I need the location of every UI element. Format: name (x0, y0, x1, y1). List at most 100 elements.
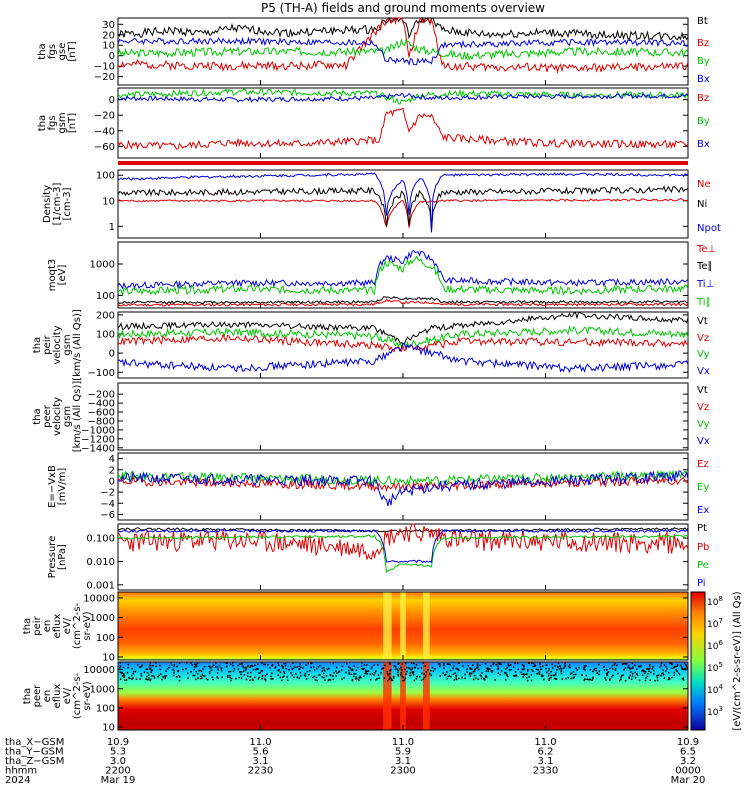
spectrogram-dot (634, 664, 636, 667)
spectrogram-dot (648, 668, 650, 671)
spectrogram-dot (668, 676, 670, 679)
spectrogram-dot (230, 677, 233, 680)
spectrogram-dot (271, 663, 274, 666)
spectrogram-dot (660, 664, 662, 667)
spectrogram-dot (668, 678, 671, 680)
spectrogram-dot (528, 676, 530, 678)
spectrogram-dot (229, 670, 232, 673)
panel-efield (117, 452, 689, 521)
spectrogram-dot (252, 679, 254, 682)
spectrogram-dot (547, 675, 550, 677)
spectrogram-dot (381, 668, 383, 670)
spectrogram-dot (554, 678, 557, 680)
y-axis-label: peir (42, 334, 53, 354)
spectrogram-dot (525, 673, 527, 676)
spectrogram-dot (396, 668, 399, 671)
spectrogram-dot (264, 678, 267, 681)
y-axis-label: tha (32, 337, 43, 353)
y-tick-label: −20 (94, 111, 115, 122)
spectrogram-dot (546, 671, 548, 674)
spectrogram-dot (506, 666, 508, 669)
spectrogram-feature (383, 662, 392, 730)
spectrogram-dot (660, 662, 663, 664)
spectrogram-dot (412, 674, 415, 676)
y-tick-label: −100 (88, 368, 115, 379)
spectrogram-dot (557, 662, 560, 665)
spectrogram-dot (523, 673, 525, 675)
y-axis-label: velocity (52, 397, 63, 436)
spectrogram-dot (411, 671, 413, 673)
spectrogram-dot (409, 672, 412, 674)
spectrogram-dot (570, 677, 572, 680)
spectrogram-dot (628, 666, 631, 669)
y-axis-label: peer (32, 684, 43, 708)
spectrogram-dot (143, 671, 146, 673)
spectrogram-dot (373, 664, 375, 666)
spectrogram-dot (298, 668, 300, 670)
y-tick-label: 0 (109, 95, 115, 106)
y-tick-label: 200 (96, 310, 115, 321)
spectrogram-dot (170, 662, 172, 664)
spectrogram-dot (190, 671, 192, 673)
spectrogram-dot (649, 667, 651, 670)
y-axis-label: [nT] (67, 113, 78, 133)
spectrogram-dot (335, 666, 338, 669)
spectrogram-dot (523, 674, 525, 676)
spectrogram-dot (663, 677, 666, 679)
spectrogram-dot (595, 667, 597, 670)
spectrogram-dot (468, 673, 471, 675)
spectrogram-dot (404, 668, 406, 671)
spectrogram-dot (194, 663, 196, 666)
spectrogram-dot (165, 675, 168, 677)
spectrogram-dot (434, 668, 436, 670)
series-Bx (117, 92, 689, 103)
panel-peir_vel (117, 311, 689, 379)
spectrogram-dot (409, 674, 412, 677)
spectrogram-dot (246, 665, 249, 668)
spectrogram-dot (526, 673, 528, 675)
legend-Vz: Vz (697, 402, 709, 413)
footer-value: 2200 (105, 766, 130, 777)
spectrogram-dot (349, 667, 352, 669)
y-tick-label: −800 (88, 416, 115, 427)
legend-Vt: Vt (697, 385, 708, 396)
y-tick-label: 100 (96, 171, 115, 182)
spectrogram-dot (525, 677, 528, 679)
spectrogram-dot (539, 666, 542, 668)
y-tick-label: 0.100 (86, 534, 115, 545)
series-Ez (117, 475, 689, 493)
spectrogram-dot (487, 670, 490, 672)
spectrogram-dot (305, 664, 307, 666)
spectrogram-dot (249, 665, 252, 667)
spectrogram-dot (140, 673, 143, 675)
spectrogram-dot (238, 676, 241, 679)
series-By (117, 87, 689, 105)
spectrogram-dot (420, 679, 423, 681)
spectrogram-dot (583, 667, 585, 670)
spectrogram-dot (131, 668, 133, 670)
spectrogram-dot (550, 676, 552, 679)
spectrogram-dot (299, 675, 302, 677)
spectrogram-dot (350, 669, 353, 671)
colorbar-gradient (690, 591, 706, 731)
spectrogram-dot (593, 669, 595, 671)
spectrogram-dot (424, 665, 426, 667)
spectrogram-dot (251, 678, 254, 681)
y-tick-label: 10000 (83, 665, 115, 676)
spectrogram-dot (360, 665, 363, 667)
footer-value: 0000 (675, 766, 700, 777)
spectrogram-dot (365, 664, 368, 666)
spectrogram-dot (583, 678, 586, 681)
spectrogram-dot (286, 676, 289, 678)
spectrogram-dot (649, 679, 651, 681)
spectrogram-dot (208, 672, 211, 675)
spectrogram-dot (487, 668, 489, 671)
y-axis-label: [nT] (67, 41, 78, 61)
spectrogram-dot (570, 672, 573, 674)
spectrogram-dot (545, 664, 548, 667)
y-tick-label: 1000 (90, 613, 115, 624)
spectrogram-dot (401, 663, 404, 665)
spectrogram-dot (358, 677, 360, 679)
spectrogram-dot (303, 674, 306, 676)
spectrogram-dot (176, 665, 178, 668)
